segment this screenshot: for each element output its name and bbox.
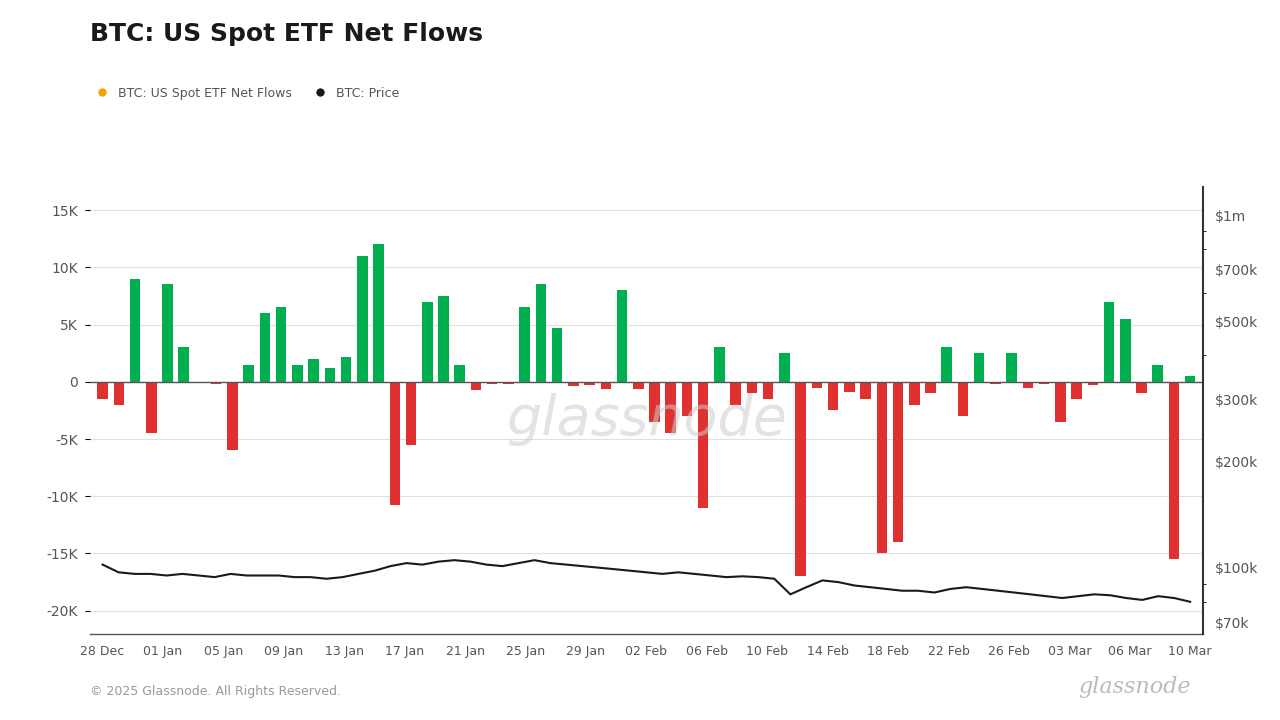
- Bar: [941, 348, 952, 382]
- Bar: [795, 382, 806, 577]
- Bar: [746, 382, 758, 393]
- Bar: [357, 256, 367, 382]
- Bar: [406, 382, 416, 445]
- Text: glassnode: glassnode: [506, 393, 787, 446]
- Bar: [163, 284, 173, 382]
- Bar: [763, 382, 773, 399]
- Bar: [374, 244, 384, 382]
- Bar: [227, 382, 238, 451]
- Bar: [780, 354, 790, 382]
- Bar: [1169, 382, 1179, 559]
- Bar: [129, 279, 141, 382]
- Bar: [1055, 382, 1066, 422]
- Bar: [1006, 354, 1016, 382]
- Text: BTC: US Spot ETF Net Flows: BTC: US Spot ETF Net Flows: [90, 22, 483, 45]
- Bar: [584, 382, 595, 385]
- Bar: [991, 382, 1001, 384]
- Bar: [925, 382, 936, 393]
- Bar: [682, 382, 692, 416]
- Bar: [503, 382, 513, 384]
- Bar: [698, 382, 709, 508]
- Bar: [892, 382, 904, 542]
- Bar: [634, 382, 644, 389]
- Bar: [552, 328, 562, 382]
- Bar: [1039, 382, 1050, 384]
- Bar: [114, 382, 124, 405]
- Bar: [600, 382, 611, 389]
- Bar: [714, 348, 724, 382]
- Bar: [812, 382, 822, 387]
- Bar: [454, 364, 465, 382]
- Bar: [844, 382, 855, 392]
- Bar: [1023, 382, 1033, 387]
- Bar: [1152, 364, 1164, 382]
- Bar: [422, 302, 433, 382]
- Bar: [276, 307, 287, 382]
- Bar: [666, 382, 676, 433]
- Bar: [520, 307, 530, 382]
- Bar: [860, 382, 870, 399]
- Bar: [308, 359, 319, 382]
- Bar: [389, 382, 401, 505]
- Bar: [617, 290, 627, 382]
- Bar: [211, 382, 221, 384]
- Bar: [1185, 376, 1196, 382]
- Bar: [260, 313, 270, 382]
- Bar: [325, 368, 335, 382]
- Bar: [568, 382, 579, 387]
- Bar: [146, 382, 156, 433]
- Bar: [731, 382, 741, 405]
- Bar: [974, 354, 984, 382]
- Bar: [1137, 382, 1147, 393]
- Bar: [649, 382, 659, 422]
- Bar: [243, 364, 253, 382]
- Legend: BTC: US Spot ETF Net Flows, BTC: Price: BTC: US Spot ETF Net Flows, BTC: Price: [84, 82, 404, 105]
- Text: glassnode: glassnode: [1078, 676, 1190, 698]
- Bar: [438, 296, 449, 382]
- Bar: [1103, 302, 1115, 382]
- Text: © 2025 Glassnode. All Rights Reserved.: © 2025 Glassnode. All Rights Reserved.: [90, 685, 340, 698]
- Bar: [340, 356, 352, 382]
- Bar: [486, 382, 498, 384]
- Bar: [1120, 319, 1130, 382]
- Bar: [877, 382, 887, 554]
- Bar: [97, 382, 108, 399]
- Bar: [1071, 382, 1082, 399]
- Bar: [292, 364, 302, 382]
- Bar: [178, 348, 189, 382]
- Bar: [828, 382, 838, 410]
- Bar: [957, 382, 968, 416]
- Bar: [471, 382, 481, 390]
- Bar: [1088, 382, 1098, 385]
- Bar: [535, 284, 547, 382]
- Bar: [909, 382, 919, 405]
